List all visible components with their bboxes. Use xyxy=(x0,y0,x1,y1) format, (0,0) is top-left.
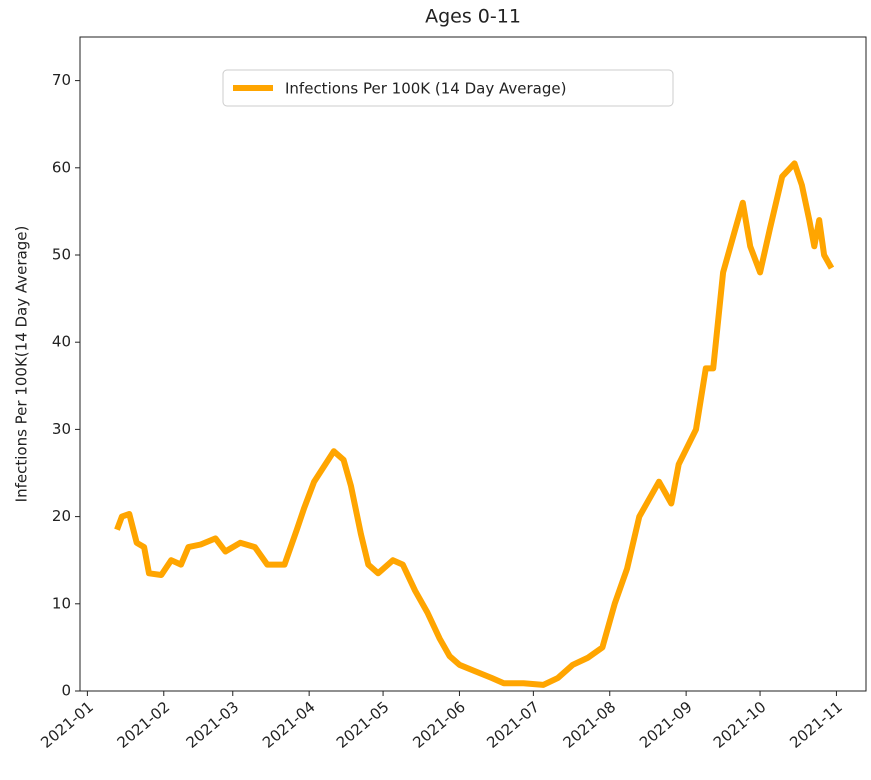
plot-frame xyxy=(79,36,867,692)
x-tick-label: 2021-03 xyxy=(183,698,243,752)
x-tick-label: 2021-06 xyxy=(409,698,469,752)
x-tick-label: 2021-11 xyxy=(786,698,846,752)
y-tick-label: 50 xyxy=(52,246,71,264)
x-tick-label: 2021-09 xyxy=(636,698,696,752)
x-tick-label: 2021-04 xyxy=(259,698,319,752)
legend-label: Infections Per 100K (14 Day Average) xyxy=(285,80,566,98)
x-tick-label: 2021-01 xyxy=(37,698,97,752)
y-axis-label: Infections Per 100K(14 Day Average) xyxy=(13,226,31,503)
y-tick-label: 70 xyxy=(52,71,71,89)
x-tick-label: 2021-02 xyxy=(114,698,174,752)
x-tick-label: 2021-07 xyxy=(483,698,543,752)
y-tick-label: 60 xyxy=(52,158,71,176)
y-tick-label: 20 xyxy=(52,507,71,525)
y-tick-label: 10 xyxy=(52,594,71,612)
x-tick-label: 2021-05 xyxy=(333,698,393,752)
chart-title: Ages 0-11 xyxy=(425,6,521,28)
y-tick-label: 0 xyxy=(61,682,71,700)
y-tick-label: 30 xyxy=(52,420,71,438)
x-tick-label: 2021-10 xyxy=(710,698,770,752)
x-tick-label: 2021-08 xyxy=(560,698,620,752)
line xyxy=(114,160,835,688)
y-tick-label: 40 xyxy=(52,333,71,351)
legend-box xyxy=(222,69,674,107)
